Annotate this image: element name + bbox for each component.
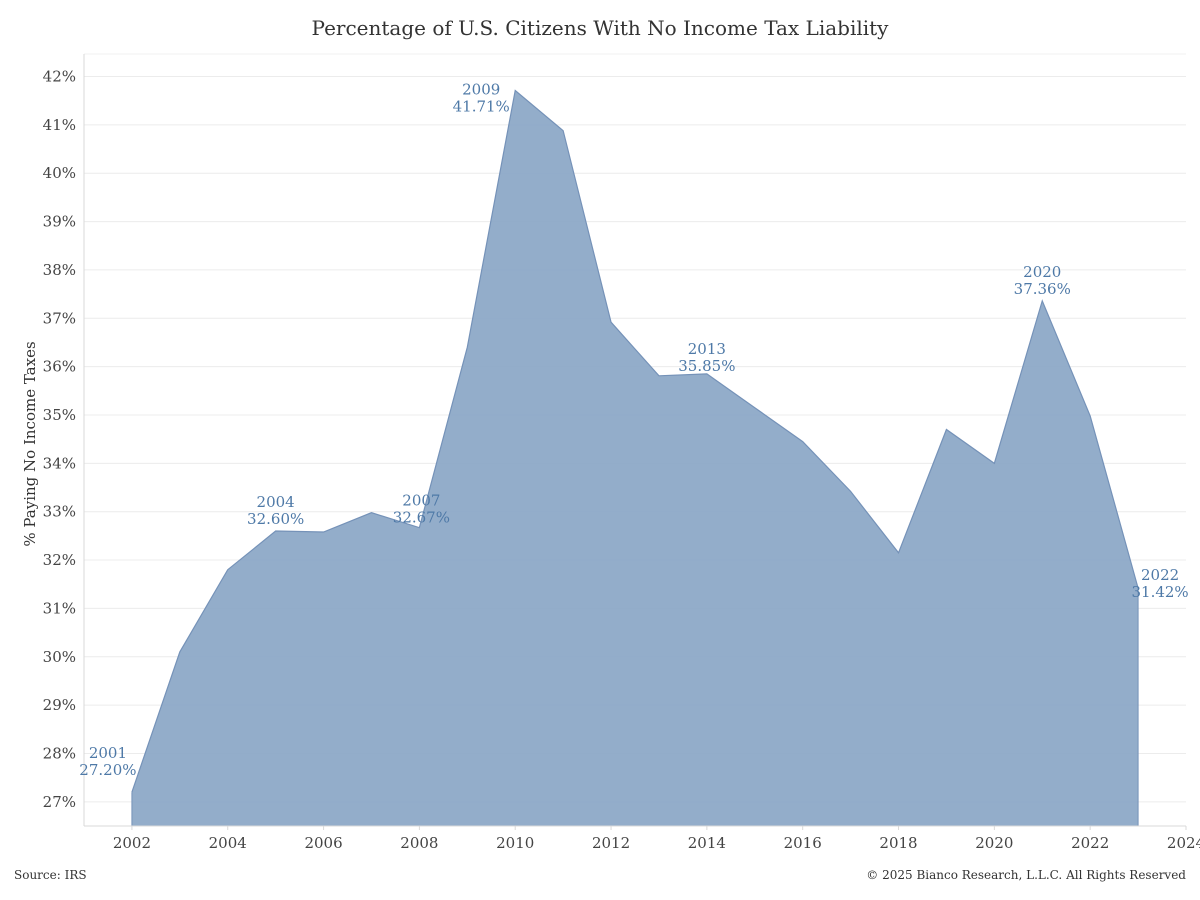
chart-title: Percentage of U.S. Citizens With No Inco… [311,16,889,40]
data-label-year: 2001 [89,744,127,762]
y-tick-label: 30% [43,648,76,666]
data-label-value: 35.85% [678,357,735,375]
data-label-value: 31.42% [1131,583,1188,601]
data-label-value: 41.71% [453,98,510,116]
y-tick-label: 27% [43,793,76,811]
y-tick-label: 35% [43,406,76,424]
area-fill [131,90,1139,826]
data-label-value: 27.20% [79,761,136,779]
y-tick-label: 29% [43,696,76,714]
data-label-year: 2009 [462,81,500,99]
y-tick-label: 34% [43,454,76,472]
data-label-year: 2007 [402,492,440,510]
x-tick-label: 2014 [688,834,726,852]
y-tick-label: 41% [43,116,76,134]
x-tick-label: 2024 [1167,834,1200,852]
data-label-value: 37.36% [1014,280,1071,298]
data-label-year: 2022 [1141,566,1179,584]
x-tick-label: 2008 [400,834,438,852]
y-tick-label: 32% [43,551,76,569]
data-label-year: 2004 [257,493,295,511]
x-tick-label: 2002 [113,834,151,852]
data-label-value: 32.67% [393,509,450,527]
source-note: Source: IRS [14,868,87,882]
x-tick-label: 2022 [1071,834,1109,852]
data-label-value: 32.60% [247,510,304,528]
y-tick-label: 37% [43,309,76,327]
y-tick-label: 31% [43,599,76,617]
axes: 27% 28% 29% 30% 31% 32% 33% 34% 35% 36% 37% 38% 39% 4… [21,54,1200,852]
y-tick-label: 36% [43,358,76,376]
area-series [131,89,1139,826]
area-line [131,89,1139,793]
x-tick-label: 2010 [496,834,534,852]
x-tick-label: 2004 [209,834,247,852]
data-label-year: 2013 [688,340,726,358]
x-tick-label: 2020 [975,834,1013,852]
y-tick-label: 33% [43,503,76,521]
x-tick-label: 2012 [592,834,630,852]
y-tick-label: 38% [43,261,76,279]
y-tick-label: 40% [43,164,76,182]
copyright-note: © 2025 Bianco Research, L.L.C. All Right… [866,868,1186,882]
data-label-year: 2020 [1023,263,1061,281]
x-tick-label: 2016 [784,834,822,852]
y-axis-title: % Paying No Income Taxes [21,341,39,546]
x-tick-label: 2018 [879,834,917,852]
y-tick-label: 42% [43,68,76,86]
y-tick-label: 28% [43,744,76,762]
x-tick-label: 2006 [304,834,342,852]
y-tick-label: 39% [43,213,76,231]
